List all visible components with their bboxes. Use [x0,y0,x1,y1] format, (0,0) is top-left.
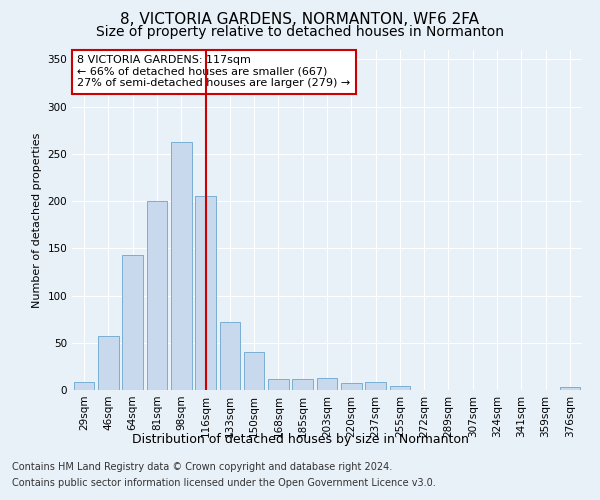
Bar [317,378,337,390]
Bar [365,382,386,390]
Bar [292,378,313,390]
Bar [122,255,143,390]
Text: Distribution of detached houses by size in Normanton: Distribution of detached houses by size … [131,432,469,446]
Bar [74,382,94,390]
Text: Contains HM Land Registry data © Crown copyright and database right 2024.: Contains HM Land Registry data © Crown c… [12,462,392,472]
Text: 8, VICTORIA GARDENS, NORMANTON, WF6 2FA: 8, VICTORIA GARDENS, NORMANTON, WF6 2FA [121,12,479,28]
Bar [341,384,362,390]
Bar [220,322,240,390]
Bar [560,387,580,390]
Bar [268,378,289,390]
Text: Contains public sector information licensed under the Open Government Licence v3: Contains public sector information licen… [12,478,436,488]
Text: Size of property relative to detached houses in Normanton: Size of property relative to detached ho… [96,25,504,39]
Text: 8 VICTORIA GARDENS: 117sqm
← 66% of detached houses are smaller (667)
27% of sem: 8 VICTORIA GARDENS: 117sqm ← 66% of deta… [77,55,350,88]
Y-axis label: Number of detached properties: Number of detached properties [32,132,42,308]
Bar [195,196,216,390]
Bar [244,352,265,390]
Bar [389,386,410,390]
Bar [146,201,167,390]
Bar [171,142,191,390]
Bar [98,336,119,390]
